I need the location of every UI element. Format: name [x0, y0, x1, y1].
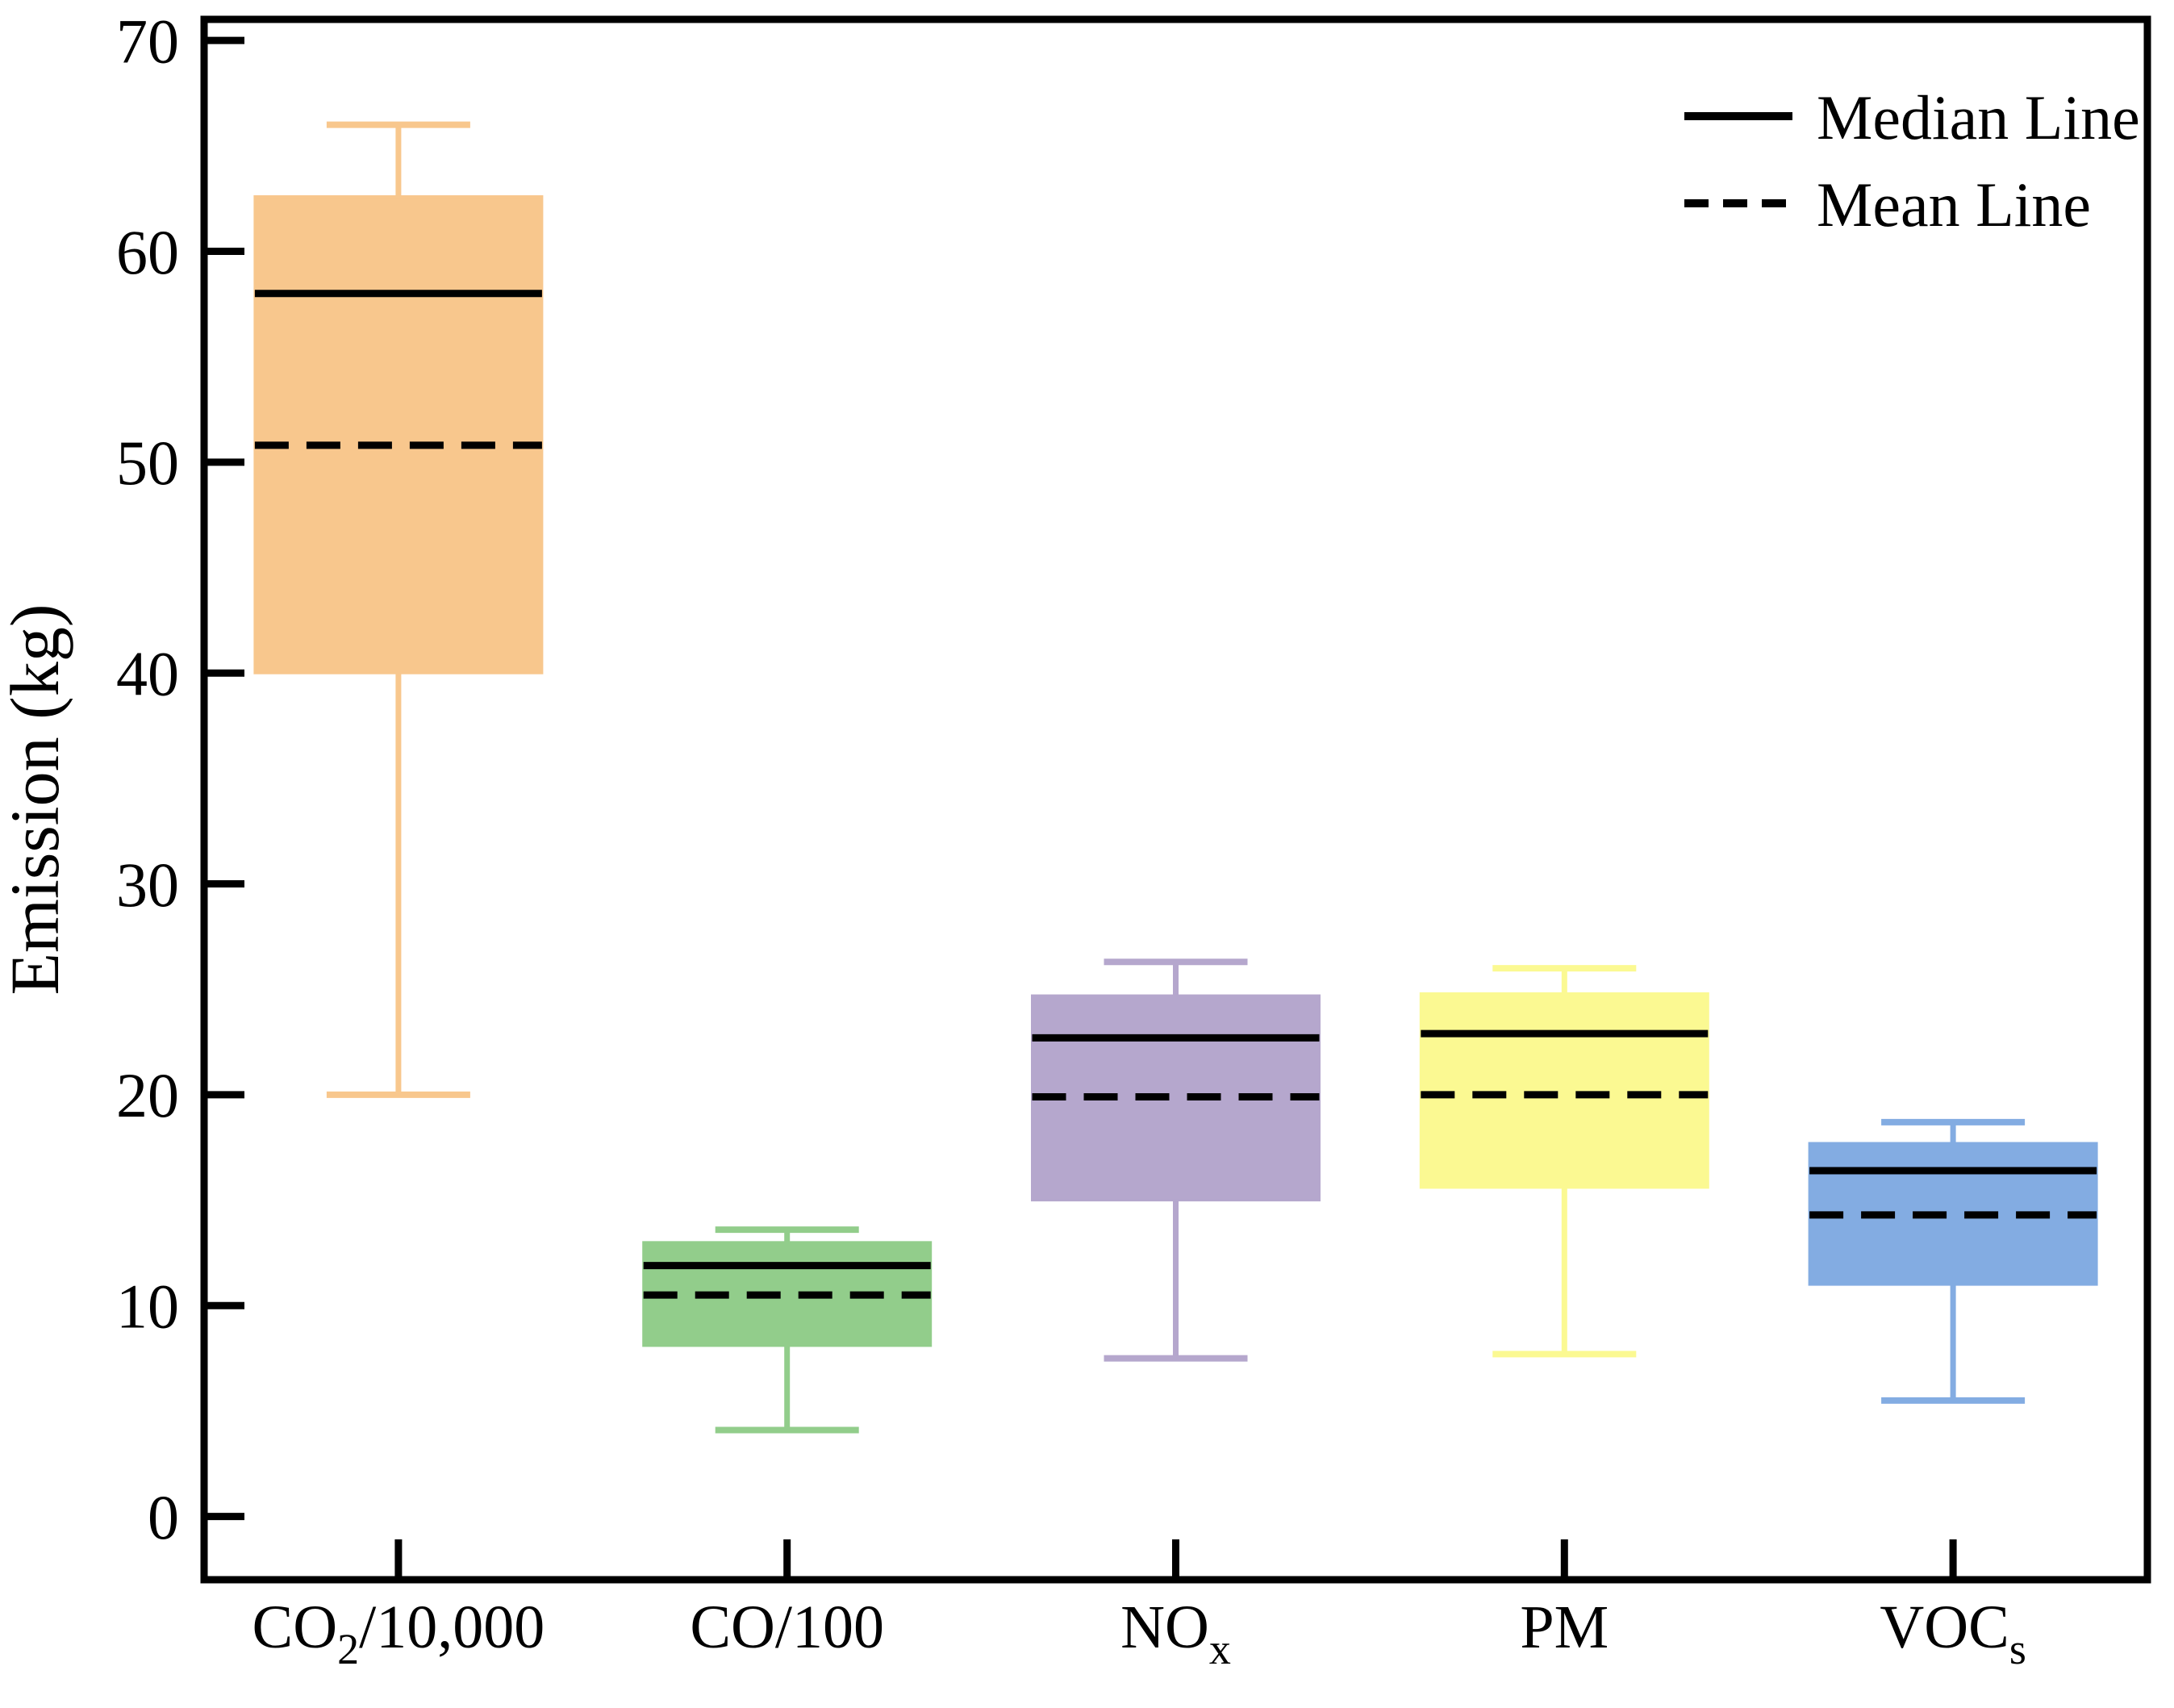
- y-tick-label: 40: [116, 638, 179, 708]
- box-iqr: [253, 195, 544, 674]
- box-iqr: [642, 1241, 933, 1347]
- legend-median-label: Median Line: [1817, 82, 2140, 152]
- x-category-label: VOCs: [1880, 1593, 2026, 1673]
- y-tick-label: 60: [116, 217, 179, 287]
- axes-frame: [200, 15, 2151, 1584]
- x-category-label: NOx: [1120, 1593, 1231, 1673]
- legend-mean-label: Mean Line: [1817, 169, 2091, 240]
- y-tick-label: 10: [116, 1272, 179, 1342]
- x-category-label: PM: [1520, 1593, 1609, 1661]
- y-tick-label: 30: [116, 850, 179, 920]
- legend: Median Line Mean Line: [1684, 82, 2140, 240]
- x-category-label: CO2/10,000: [252, 1593, 545, 1673]
- y-tick-label: 0: [148, 1482, 179, 1552]
- y-tick-label: 70: [116, 6, 179, 76]
- y-tick-label: 20: [116, 1060, 179, 1130]
- box-iqr: [1031, 994, 1321, 1202]
- x-category-label: CO/100: [690, 1593, 884, 1661]
- y-tick-label: 50: [116, 428, 179, 498]
- plot-area: 0 10 20 30 40 50 60 70 CO2/10,000 CO/100 NOx PM VOCs: [116, 6, 2151, 1673]
- box-iqr: [1419, 992, 1709, 1189]
- box-iqr: [1808, 1142, 2098, 1286]
- y-axis-title: Emission (kg): [0, 604, 73, 996]
